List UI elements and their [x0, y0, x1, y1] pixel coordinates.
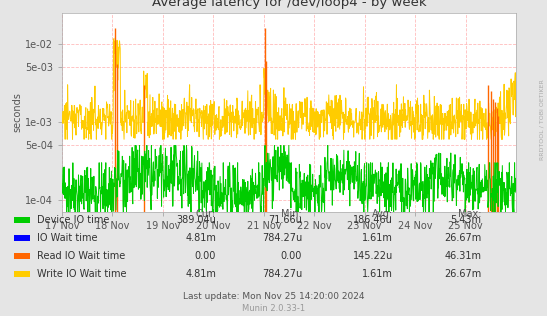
Text: 145.22u: 145.22u	[352, 251, 393, 261]
Text: 0.00: 0.00	[281, 251, 302, 261]
Text: Cur:: Cur:	[196, 209, 216, 219]
Text: 389.04u: 389.04u	[176, 215, 216, 225]
Text: 784.27u: 784.27u	[261, 233, 302, 243]
Text: 26.67m: 26.67m	[444, 269, 481, 279]
Text: 71.66u: 71.66u	[268, 215, 302, 225]
Text: Write IO Wait time: Write IO Wait time	[37, 269, 127, 279]
Text: 4.81m: 4.81m	[185, 233, 216, 243]
Y-axis label: seconds: seconds	[12, 93, 22, 132]
Text: Device IO time: Device IO time	[37, 215, 109, 225]
Text: 186.46u: 186.46u	[353, 215, 393, 225]
Text: 26.67m: 26.67m	[444, 233, 481, 243]
Text: 46.31m: 46.31m	[444, 251, 481, 261]
Text: IO Wait time: IO Wait time	[37, 233, 98, 243]
Text: 5.43m: 5.43m	[450, 215, 481, 225]
Text: 784.27u: 784.27u	[261, 269, 302, 279]
Title: Average latency for /dev/loop4 - by week: Average latency for /dev/loop4 - by week	[152, 0, 426, 9]
Text: Munin 2.0.33-1: Munin 2.0.33-1	[242, 304, 305, 313]
Text: Avg:: Avg:	[371, 209, 393, 219]
Text: Max:: Max:	[458, 209, 481, 219]
Text: 1.61m: 1.61m	[362, 233, 393, 243]
Text: Min:: Min:	[281, 209, 302, 219]
Text: 4.81m: 4.81m	[185, 269, 216, 279]
Text: Read IO Wait time: Read IO Wait time	[37, 251, 125, 261]
Text: RRDTOOL / TOBI OETIKER: RRDTOOL / TOBI OETIKER	[539, 80, 544, 161]
Text: 1.61m: 1.61m	[362, 269, 393, 279]
Text: 0.00: 0.00	[195, 251, 216, 261]
Text: Last update: Mon Nov 25 14:20:00 2024: Last update: Mon Nov 25 14:20:00 2024	[183, 292, 364, 301]
